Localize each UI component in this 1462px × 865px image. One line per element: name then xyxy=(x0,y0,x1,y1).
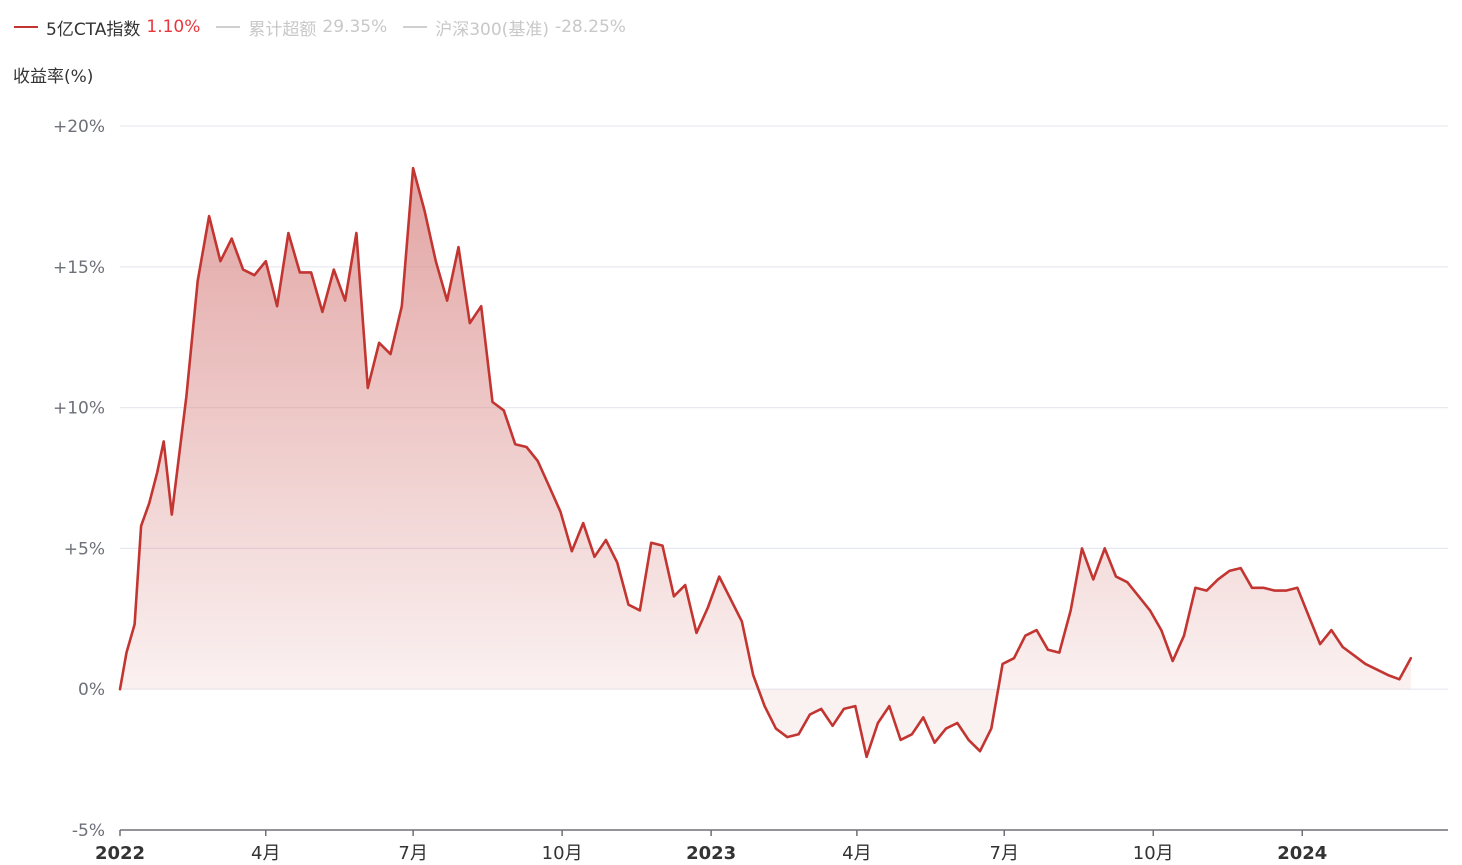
legend-value: 1.10% xyxy=(146,17,201,37)
legend-item-cta-index[interactable]: 5亿CTA指数 1.10% xyxy=(14,15,200,40)
legend-line-icon xyxy=(403,26,428,28)
legend-item-csi300-benchmark[interactable]: 沪深300(基准) -28.25% xyxy=(403,15,626,40)
series-line xyxy=(118,166,1413,759)
legend-label: 累计超额 xyxy=(248,19,317,40)
x-tick-label: 2024 xyxy=(1277,843,1327,864)
legend: 5亿CTA指数 1.10% 累计超额 29.35% 沪深300(基准) -28.… xyxy=(14,14,642,40)
x-tick-label: 4月 xyxy=(251,843,280,864)
legend-item-cumulative-excess[interactable]: 累计超额 29.35% xyxy=(216,15,387,40)
legend-label: 5亿CTA指数 xyxy=(46,19,141,40)
x-tick-label: 2022 xyxy=(95,843,145,864)
y-tick-label: -5% xyxy=(72,821,105,841)
x-tick-label: 2023 xyxy=(686,843,736,864)
y-tick-label: 0% xyxy=(78,680,105,700)
y-tick-label: +20% xyxy=(53,117,105,137)
y-tick-label: +5% xyxy=(64,539,105,559)
y-tick-label: +15% xyxy=(53,258,105,278)
legend-label: 沪深300(基准) xyxy=(435,19,549,40)
x-tick-label: 10月 xyxy=(542,843,583,864)
x-tick-label: 7月 xyxy=(398,843,427,864)
legend-line-icon xyxy=(14,26,38,28)
legend-value: -28.25% xyxy=(554,17,626,37)
x-tick-label: 10月 xyxy=(1133,843,1174,864)
legend-line-icon xyxy=(216,26,241,28)
series-area xyxy=(120,168,1411,757)
x-tick-label: 7月 xyxy=(990,843,1019,864)
x-tick-label: 4月 xyxy=(842,843,871,864)
y-tick-label: +10% xyxy=(53,399,105,419)
y-axis-title: 收益率(%) xyxy=(13,67,94,87)
legend-value: 29.35% xyxy=(322,17,388,37)
